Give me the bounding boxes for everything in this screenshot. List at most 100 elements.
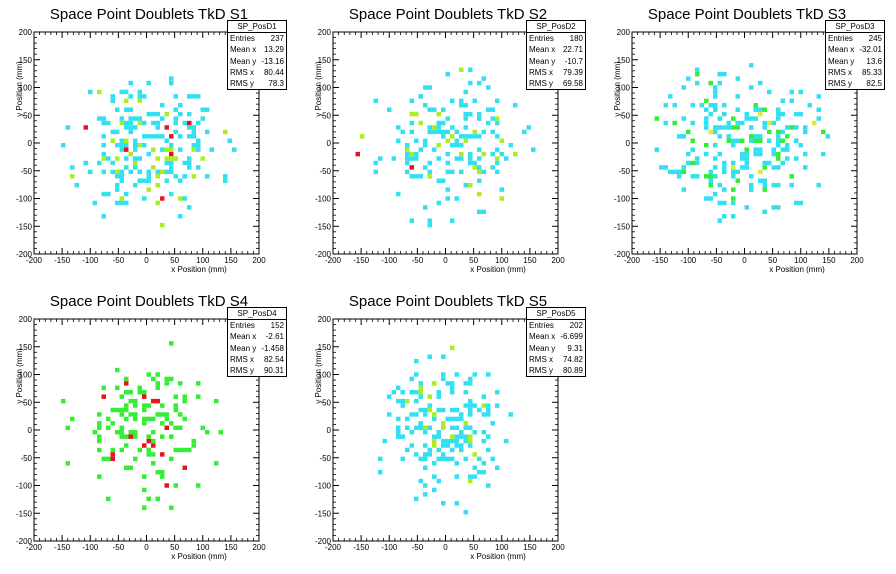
histogram-bin xyxy=(454,156,459,161)
histogram-bin xyxy=(146,151,151,157)
histogram-bin xyxy=(423,452,428,457)
histogram-bin xyxy=(735,125,740,130)
x-tick-label: -50 xyxy=(113,256,125,265)
histogram-bin xyxy=(722,165,727,170)
histogram-bin xyxy=(418,456,423,462)
histogram-bin xyxy=(137,89,142,95)
histogram-bin xyxy=(119,412,124,417)
histogram-bin xyxy=(459,103,464,108)
histogram-bin xyxy=(450,381,455,386)
histogram-bin xyxy=(396,425,401,430)
histogram-bin xyxy=(486,483,491,488)
histogram-bin xyxy=(119,169,124,175)
histogram-bin xyxy=(463,89,468,95)
histogram-bin xyxy=(164,111,169,117)
histogram-bin xyxy=(200,107,205,112)
y-tick-label: 150 xyxy=(318,56,332,65)
histogram-bin xyxy=(182,196,187,201)
histogram-bin xyxy=(663,165,668,170)
histogram-bin xyxy=(477,178,482,183)
histogram-bin xyxy=(463,138,468,143)
stats-label: RMS x xyxy=(230,354,254,364)
stats-name: SP_PosD3 xyxy=(826,21,884,34)
histogram-bin xyxy=(468,376,473,382)
stats-box: SP_PosD2 Entries 180 Mean x 22.71 Mean y -1… xyxy=(526,20,586,91)
histogram-bin xyxy=(70,416,75,422)
histogram-bin xyxy=(151,376,156,382)
histogram-bin xyxy=(146,447,151,453)
histogram-bin xyxy=(713,165,718,170)
histogram-bin xyxy=(191,129,196,135)
histogram-bin xyxy=(191,443,196,448)
x-tick-label: -100 xyxy=(82,256,99,265)
stats-row: Mean y -13.16 xyxy=(228,56,286,67)
histogram-bin xyxy=(785,143,790,148)
stats-value: 80.44 xyxy=(263,67,284,77)
histogram-bin xyxy=(133,125,138,130)
histogram-bin xyxy=(454,372,459,377)
histogram-bin xyxy=(686,129,691,135)
y-tick-label: -100 xyxy=(614,195,631,204)
histogram-bin xyxy=(459,151,464,157)
histogram-bin xyxy=(418,394,423,399)
histogram-bin xyxy=(205,107,210,112)
histogram-bin xyxy=(454,416,459,422)
histogram-bin xyxy=(423,165,428,170)
histogram-bin xyxy=(151,430,156,435)
histogram-bin xyxy=(481,129,486,135)
histogram-bin xyxy=(142,421,147,426)
histogram-bin xyxy=(744,156,749,161)
histogram-bin xyxy=(436,478,441,484)
histogram-bin xyxy=(789,125,794,130)
histogram-bin xyxy=(463,434,468,439)
histogram-bin xyxy=(155,125,160,130)
histogram-bin xyxy=(445,438,450,444)
histogram-bin xyxy=(133,398,138,404)
histogram-bin xyxy=(133,116,138,121)
histogram-bin xyxy=(124,390,129,395)
histogram-bin xyxy=(762,165,767,170)
histogram-bin xyxy=(418,425,423,430)
histogram-bin xyxy=(463,103,468,108)
histogram-bin xyxy=(731,143,736,148)
histogram-bin xyxy=(223,178,228,183)
histogram-bin xyxy=(110,160,115,166)
histogram-bin xyxy=(468,438,473,444)
histogram-bin xyxy=(391,390,396,395)
x-tick-label: -50 xyxy=(412,256,424,265)
histogram-bin xyxy=(472,452,477,457)
histogram-bin xyxy=(414,151,419,157)
histogram-bin xyxy=(119,407,124,413)
histogram-bin xyxy=(436,394,441,399)
histogram-bin xyxy=(142,178,147,183)
stats-row: RMS x 85.33 xyxy=(826,67,884,78)
histogram-bin xyxy=(468,156,473,161)
histogram-bin xyxy=(414,138,419,143)
histogram-bin xyxy=(445,456,450,462)
histogram-bin xyxy=(378,469,383,475)
histogram-bin xyxy=(178,447,183,453)
histogram-bin xyxy=(133,182,138,188)
histogram-bin xyxy=(468,134,473,139)
histogram-bin xyxy=(785,147,790,152)
histogram-bin xyxy=(142,474,147,479)
stats-value: 82.54 xyxy=(263,354,284,364)
histogram-bin xyxy=(432,107,437,112)
histogram-bin xyxy=(142,487,147,493)
histogram-bin xyxy=(690,103,695,108)
histogram-bin xyxy=(178,425,183,430)
histogram-bin xyxy=(70,165,75,170)
histogram-bin xyxy=(481,394,486,399)
histogram-bin xyxy=(387,107,392,112)
histogram-bin xyxy=(124,98,129,104)
histogram-bin xyxy=(160,434,165,439)
x-tick-label: 50 xyxy=(170,543,179,552)
histogram-bin xyxy=(459,156,464,161)
histogram-bin xyxy=(101,134,106,139)
histogram-bin xyxy=(731,138,736,143)
histogram-bin xyxy=(182,465,187,470)
histogram-bin xyxy=(378,156,383,161)
histogram-bin xyxy=(468,182,473,188)
histogram-bin xyxy=(124,147,129,152)
histogram-bin xyxy=(169,169,174,175)
